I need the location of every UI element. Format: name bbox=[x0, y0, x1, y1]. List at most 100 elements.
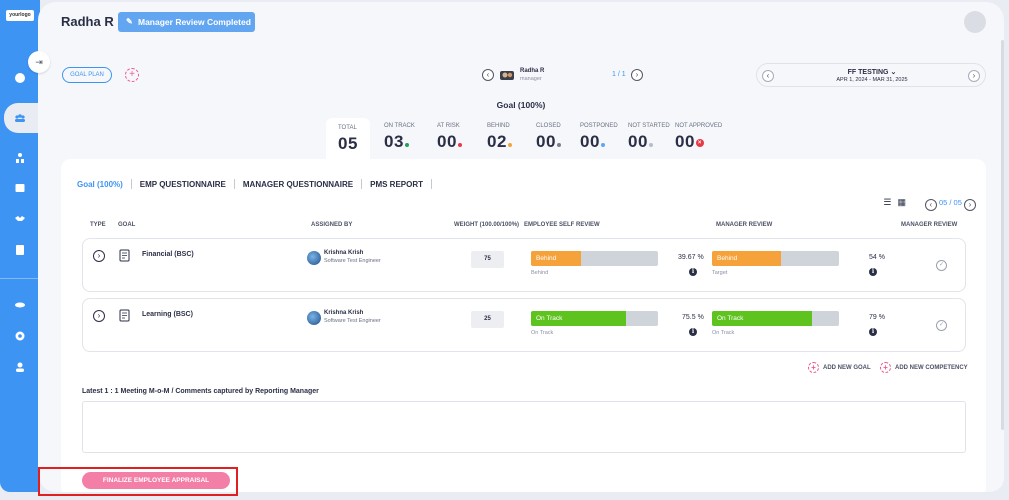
add-new-competency-button[interactable]: + ADD NEW COMPETENCY bbox=[880, 362, 968, 373]
info-icon[interactable]: i bbox=[689, 328, 697, 336]
tab-divider bbox=[233, 179, 235, 189]
expand-row-button[interactable]: › bbox=[93, 250, 105, 262]
next-manager-button[interactable]: › bbox=[631, 69, 643, 81]
assignee-name: Krishna Krish bbox=[324, 250, 364, 256]
weight-value: 25 bbox=[471, 311, 504, 328]
stat-not-started[interactable]: NOT STARTED 00 bbox=[628, 123, 670, 152]
assignee-name: Krishna Krish bbox=[324, 310, 364, 316]
user-avatar[interactable] bbox=[964, 11, 986, 33]
next-page-button[interactable]: › bbox=[964, 199, 976, 211]
book-icon[interactable] bbox=[10, 178, 30, 198]
mom-comments-field[interactable] bbox=[82, 401, 966, 453]
summary-title: Goal (100%) bbox=[496, 100, 546, 110]
prev-page-button[interactable]: ‹ bbox=[924, 199, 937, 211]
add-new-competency-label: ADD NEW COMPETENCY bbox=[895, 364, 968, 371]
info-icon[interactable]: i bbox=[869, 268, 877, 276]
org-chart-icon[interactable] bbox=[10, 148, 30, 168]
stat-postponed[interactable]: POSTPONED 00 bbox=[580, 123, 618, 152]
status-dot bbox=[457, 143, 462, 147]
add-new-goal-label: ADD NEW GOAL bbox=[823, 364, 871, 371]
employee-name: Radha R bbox=[61, 14, 114, 29]
col-self-review: EMPLOYEE SELF REVIEW bbox=[524, 222, 600, 228]
app-logo: yourlogo bbox=[6, 10, 34, 21]
stat-label: NOT APPROVED bbox=[675, 123, 723, 129]
stat-label: CLOSED bbox=[536, 123, 561, 129]
main-panel: Radha R ✎ Manager Review Completed GOAL … bbox=[38, 2, 1004, 492]
self-review-substatus: Behind bbox=[531, 270, 549, 276]
close-icon: × bbox=[695, 138, 704, 147]
status-dot bbox=[556, 143, 561, 147]
assignee-role: Software Test Engineer bbox=[324, 318, 381, 324]
tab-pms-report[interactable]: PMS REPORT bbox=[370, 179, 424, 189]
stat-value: 05 bbox=[338, 134, 358, 153]
stat-label: AT RISK bbox=[437, 123, 460, 129]
stat-not-approved[interactable]: NOT APPROVED 00 × bbox=[675, 123, 722, 152]
stat-label: NOT STARTED bbox=[628, 123, 670, 129]
prev-manager-button[interactable]: ‹ bbox=[482, 69, 494, 81]
prev-period-button[interactable]: ‹ bbox=[762, 70, 774, 82]
stat-at-risk[interactable]: AT RISK 00 bbox=[437, 123, 462, 152]
globe-icon[interactable] bbox=[10, 68, 30, 88]
goal-row[interactable]: › Learning (BSC) Krishna Krish Software … bbox=[82, 298, 966, 352]
review-check-icon[interactable]: ✓ bbox=[936, 320, 947, 331]
manager-review-substatus: Target bbox=[712, 270, 728, 276]
manager-avatar bbox=[500, 71, 514, 80]
self-review-percent: 39.67 % bbox=[678, 254, 704, 261]
status-badge: ✎ Manager Review Completed bbox=[118, 12, 255, 32]
document-edit-icon[interactable] bbox=[10, 240, 30, 260]
stat-on-track[interactable]: ON TRACK 03 bbox=[384, 123, 415, 152]
manager-review-bar: Behind bbox=[712, 251, 839, 266]
stat-label: TOTAL bbox=[338, 125, 357, 131]
eye-icon[interactable] bbox=[10, 295, 30, 315]
goal-row[interactable]: › Financial (BSC) Krishna Krish Software… bbox=[82, 238, 966, 292]
settings-icon[interactable] bbox=[10, 326, 30, 346]
assignee-avatar bbox=[307, 311, 321, 325]
col-weight: WEIGHT (100.00/100%) bbox=[454, 222, 520, 228]
period-selector[interactable]: ‹ FF TESTING ⌄ APR 1, 2024 - MAR 31, 202… bbox=[756, 63, 986, 87]
assignee-role: Software Test Engineer bbox=[324, 258, 381, 264]
highlight-frame bbox=[38, 467, 238, 496]
goal-plan-button[interactable]: GOAL PLAN bbox=[62, 67, 112, 83]
self-review-fill: On Track bbox=[531, 311, 627, 326]
status-dot bbox=[507, 143, 512, 147]
collapse-sidebar-button[interactable]: ⇥ bbox=[28, 51, 50, 73]
finalize-appraisal-button[interactable]: FINALIZE EMPLOYEE APPRAISAL bbox=[82, 472, 230, 489]
list-view-icon[interactable]: ☰ bbox=[883, 197, 892, 207]
stat-total[interactable]: TOTAL 05 bbox=[326, 118, 370, 162]
stat-behind[interactable]: BEHIND 02 bbox=[487, 123, 512, 152]
period-range: APR 1, 2024 - MAR 31, 2025 bbox=[836, 77, 908, 83]
info-icon[interactable]: i bbox=[869, 328, 877, 336]
weight-value: 75 bbox=[471, 251, 504, 268]
add-new-goal-button[interactable]: + ADD NEW GOAL bbox=[808, 362, 871, 373]
self-review-bar: Behind bbox=[531, 251, 658, 266]
grid-view-icon[interactable]: ▦ bbox=[897, 197, 906, 207]
tab-emp-questionnaire[interactable]: EMP QUESTIONNAIRE bbox=[139, 179, 226, 189]
page-indicator: 05 / 05 bbox=[938, 198, 962, 207]
next-period-button[interactable]: › bbox=[968, 70, 980, 82]
add-goal-plan-button[interactable]: + bbox=[125, 68, 139, 82]
profile-icon[interactable] bbox=[10, 357, 30, 377]
pencil-icon: ✎ bbox=[126, 17, 133, 26]
period-title[interactable]: FF TESTING ⌄ bbox=[847, 69, 897, 76]
expand-row-button[interactable]: › bbox=[93, 310, 105, 322]
handshake-icon[interactable] bbox=[10, 208, 30, 228]
stat-label: ON TRACK bbox=[384, 123, 415, 129]
scrollbar[interactable] bbox=[1001, 40, 1004, 430]
review-check-icon[interactable]: ✓ bbox=[936, 260, 947, 271]
stat-label: BEHIND bbox=[487, 123, 510, 129]
mom-label: Latest 1 : 1 Meeting M-o-M / Comments ca… bbox=[82, 388, 319, 395]
self-review-bar: On Track bbox=[531, 311, 658, 326]
sidebar-divider bbox=[0, 278, 40, 279]
info-icon[interactable]: i bbox=[689, 268, 697, 276]
col-assigned-by: ASSIGNED BY bbox=[311, 222, 353, 228]
manager-review-fill: Behind bbox=[712, 251, 781, 266]
document-icon bbox=[119, 309, 130, 322]
sidebar-item-team[interactable] bbox=[4, 103, 44, 133]
status-dot bbox=[404, 143, 409, 147]
col-manager-review: MANAGER REVIEW bbox=[716, 222, 773, 228]
tab-manager-questionnaire[interactable]: MANAGER QUESTIONNAIRE bbox=[242, 179, 354, 189]
tab-bar: Goal (100%) EMP QUESTIONNAIRE MANAGER QU… bbox=[77, 179, 433, 189]
stat-closed[interactable]: CLOSED 00 bbox=[536, 123, 561, 152]
tab-goal[interactable]: Goal (100%) bbox=[77, 179, 123, 189]
